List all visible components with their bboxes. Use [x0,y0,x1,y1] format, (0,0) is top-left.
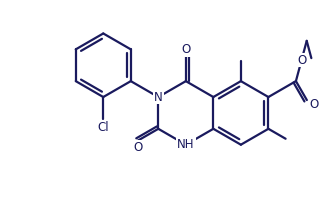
Text: O: O [133,141,142,154]
Text: Cl: Cl [98,121,109,134]
Text: O: O [181,43,191,56]
Text: N: N [154,90,163,104]
Text: O: O [309,98,318,110]
Text: O: O [297,54,306,66]
Text: NH: NH [177,138,194,151]
